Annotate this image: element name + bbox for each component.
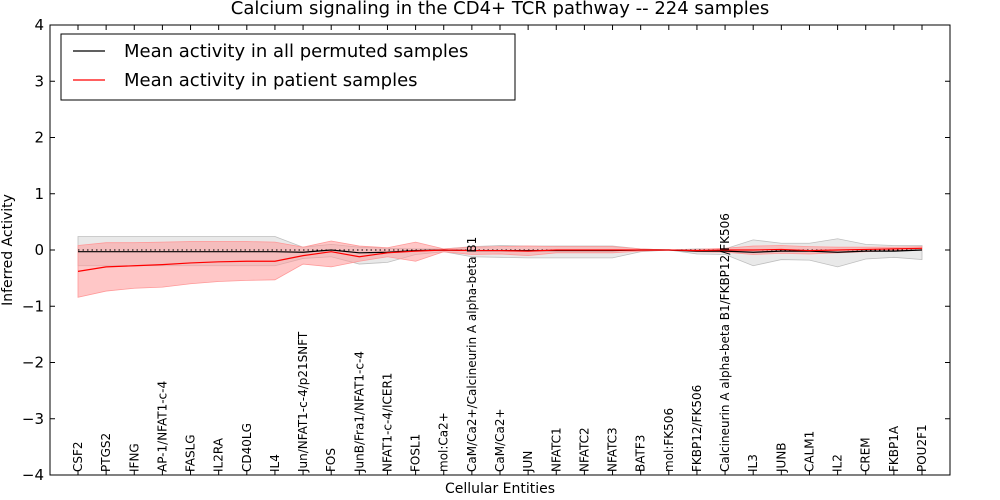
category-label: JunB/Fra1/NFAT1-c-4 — [352, 351, 366, 473]
category-label: Jun/NFAT1-c-4/p21SNFT — [296, 331, 310, 473]
legend-label-patient: Mean activity in patient samples — [124, 70, 418, 91]
category-label: IL3 — [746, 454, 760, 472]
category-label: IL2RA — [212, 437, 226, 472]
category-label: CALM1 — [802, 431, 816, 472]
y-tick-label: −4 — [22, 466, 44, 484]
x-axis-title: Cellular Entities — [445, 481, 555, 497]
line-patient — [77, 247, 923, 272]
category-label: FKBP12/FK506 — [690, 385, 704, 472]
category-label: mol:Ca2+ — [437, 412, 451, 472]
category-label: CD40LG — [240, 423, 254, 472]
category-label: NFATC3 — [606, 427, 620, 472]
category-label: NFATC1 — [549, 427, 563, 472]
legend: Mean activity in all permuted samples Me… — [60, 33, 516, 101]
y-tick-label: 0 — [34, 241, 44, 259]
category-label: NFAT1-c-4/ICER1 — [380, 373, 394, 472]
category-label: CaM/Ca2+ — [493, 408, 507, 472]
legend-label-permuted: Mean activity in all permuted samples — [124, 41, 468, 62]
category-label: CSF2 — [71, 441, 85, 472]
y-tick-label: 3 — [34, 72, 44, 90]
y-tick-label: −2 — [22, 354, 44, 372]
y-axis-title: Inferred Activity — [0, 194, 16, 306]
category-label: FOS — [324, 448, 338, 472]
chart-title: Calcium signaling in the CD4+ TCR pathwa… — [231, 0, 769, 19]
category-label: CaM/Ca2+/Calcineurin A alpha-beta B1 — [465, 237, 479, 472]
category-label: JUN — [521, 451, 535, 473]
category-label: NFATC2 — [577, 427, 591, 472]
category-label: IL4 — [268, 454, 282, 472]
tick-marks — [50, 24, 950, 476]
category-label: PTGS2 — [99, 433, 113, 472]
category-labels: CSF2 PTGS2 IFNG AP-1/NFAT1-c-4 FASLG IL2RA CD4… — [71, 213, 929, 473]
series-lines — [77, 247, 923, 272]
category-label: CREM — [859, 437, 873, 472]
category-label: Calcineurin A alpha-beta B1/FKBP12/FK506 — [718, 213, 732, 472]
category-label: IL2 — [831, 454, 845, 472]
category-label: JUNB — [774, 442, 788, 473]
category-label: POU2F1 — [915, 424, 929, 472]
y-tick-label: 1 — [34, 185, 44, 203]
category-label: IFNG — [127, 443, 141, 472]
category-label: FASLG — [184, 434, 198, 472]
y-tick-labels: 4 3 2 1 0 −1 −2 −3 −4 — [22, 16, 44, 484]
category-label: mol:FK506 — [662, 408, 676, 472]
y-tick-label: −1 — [22, 297, 44, 315]
legend-box — [60, 33, 516, 101]
category-label: FKBP1A — [887, 425, 901, 472]
y-tick-label: −3 — [22, 410, 44, 428]
category-label: AP-1/NFAT1-c-4 — [155, 381, 169, 472]
category-label: BATF3 — [634, 435, 648, 472]
category-label: FOSL1 — [409, 434, 423, 472]
y-tick-label: 2 — [34, 129, 44, 147]
y-tick-label: 4 — [34, 16, 44, 34]
